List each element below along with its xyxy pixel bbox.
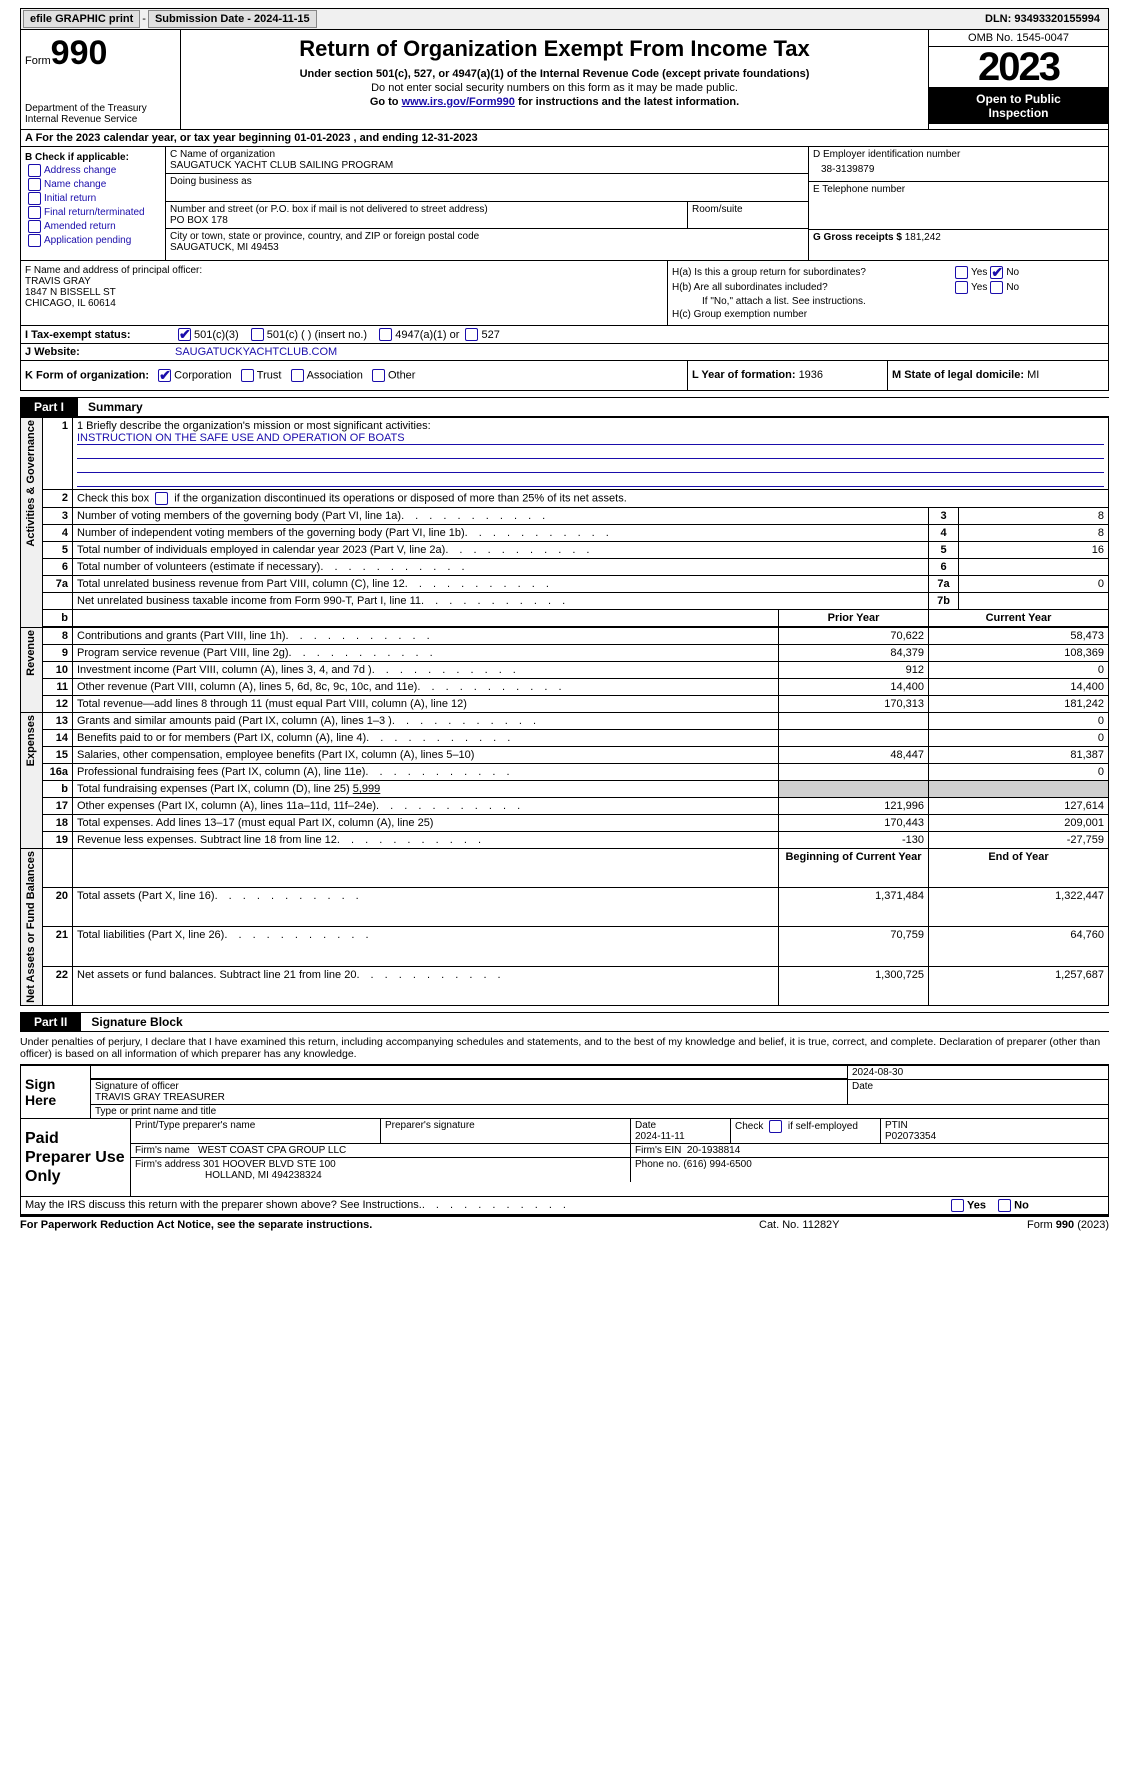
hb-label: H(b) Are all subordinates included? bbox=[672, 282, 952, 293]
sig-date: 2024-08-30 bbox=[848, 1066, 1108, 1079]
cb-hb-yes[interactable] bbox=[955, 281, 968, 294]
irs-link[interactable]: www.irs.gov/Form990 bbox=[402, 96, 515, 108]
cb-hb-no[interactable] bbox=[990, 281, 1003, 294]
prep-check-label: Check if self-employed bbox=[731, 1119, 881, 1143]
dln-label: DLN: 93493320155994 bbox=[985, 13, 1108, 25]
org-name-label: C Name of organization bbox=[170, 149, 804, 160]
cb-application-pending[interactable] bbox=[28, 234, 41, 247]
gross-receipts-label: G Gross receipts $ bbox=[813, 232, 902, 243]
cb-501c[interactable] bbox=[251, 328, 264, 341]
sign-here-block: Sign Here 2024-08-30 Signature of office… bbox=[20, 1064, 1109, 1119]
ein-label: D Employer identification number bbox=[813, 149, 1104, 160]
tax-year: 2023 bbox=[929, 47, 1108, 87]
row-klm: K Form of organization: Corporation Trus… bbox=[20, 361, 1109, 391]
officer-addr1: 1847 N BISSELL ST bbox=[25, 287, 663, 298]
form-subtitle: Under section 501(c), 527, or 4947(a)(1)… bbox=[187, 68, 922, 80]
officer-name: TRAVIS GRAY bbox=[25, 276, 663, 287]
submission-date-button[interactable]: Submission Date - 2024-11-15 bbox=[148, 10, 317, 28]
cb-association[interactable] bbox=[291, 369, 304, 382]
cb-final-return[interactable] bbox=[28, 206, 41, 219]
sign-here-label: Sign Here bbox=[21, 1066, 91, 1118]
col-b-header: B Check if applicable: bbox=[25, 152, 161, 163]
row-j: J Website: SAUGATUCKYACHTCLUB.COM bbox=[20, 344, 1109, 361]
org-name: SAUGATUCK YACHT CLUB SAILING PROGRAM bbox=[170, 160, 804, 171]
cb-ha-no[interactable] bbox=[990, 266, 1003, 279]
footer: For Paperwork Reduction Act Notice, see … bbox=[20, 1215, 1109, 1231]
part2-header: Part II Signature Block bbox=[20, 1012, 1109, 1032]
row-a-tax-year: A For the 2023 calendar year, or tax yea… bbox=[20, 130, 1109, 147]
cat-no: Cat. No. 11282Y bbox=[759, 1219, 959, 1231]
cb-trust[interactable] bbox=[241, 369, 254, 382]
ha-label: H(a) Is this a group return for subordin… bbox=[672, 267, 952, 278]
cb-address-change[interactable] bbox=[28, 164, 41, 177]
paperwork-notice: For Paperwork Reduction Act Notice, see … bbox=[20, 1219, 759, 1231]
ssn-note: Do not enter social security numbers on … bbox=[187, 82, 922, 94]
cb-527[interactable] bbox=[465, 328, 478, 341]
city-value: SAUGATUCK, MI 49453 bbox=[170, 242, 804, 253]
cb-ha-yes[interactable] bbox=[955, 266, 968, 279]
sig-date-label: Date bbox=[848, 1080, 1108, 1104]
part1-header: Part I Summary bbox=[20, 397, 1109, 417]
addr-value: PO BOX 178 bbox=[170, 215, 683, 226]
cb-self-employed[interactable] bbox=[769, 1120, 782, 1133]
cb-corporation[interactable] bbox=[158, 369, 171, 382]
gross-receipts-value: 181,242 bbox=[905, 232, 941, 243]
cb-501c3[interactable] bbox=[178, 328, 191, 341]
paid-preparer-label: Paid Preparer Use Only bbox=[21, 1119, 131, 1197]
top-toolbar: efile GRAPHIC print - Submission Date - … bbox=[20, 8, 1109, 30]
open-to-public: Open to PublicInspection bbox=[929, 87, 1108, 124]
vtab-expenses: Expenses bbox=[25, 715, 37, 766]
cb-line2[interactable] bbox=[155, 492, 168, 505]
form-number: Form990 bbox=[25, 34, 176, 73]
vtab-revenue: Revenue bbox=[25, 630, 37, 676]
prep-sig-label: Preparer's signature bbox=[381, 1119, 631, 1143]
city-label: City or town, state or province, country… bbox=[170, 231, 804, 242]
vtab-governance: Activities & Governance bbox=[25, 420, 37, 547]
row-i: I Tax-exempt status: 501(c)(3) 501(c) ( … bbox=[20, 326, 1109, 344]
cb-discuss-yes[interactable] bbox=[951, 1199, 964, 1212]
discuss-row: May the IRS discuss this return with the… bbox=[20, 1197, 1109, 1215]
mission-text: INSTRUCTION ON THE SAFE USE AND OPERATIO… bbox=[77, 432, 1104, 445]
identity-section: B Check if applicable: Address change Na… bbox=[20, 147, 1109, 261]
instructions-link-row: Go to www.irs.gov/Form990 for instructio… bbox=[187, 96, 922, 108]
cb-other[interactable] bbox=[372, 369, 385, 382]
cb-initial-return[interactable] bbox=[28, 192, 41, 205]
ein-value: 38-3139879 bbox=[813, 160, 1104, 179]
sig-officer-name: TRAVIS GRAY TREASURER bbox=[95, 1092, 225, 1103]
cb-amended-return[interactable] bbox=[28, 220, 41, 233]
form-ref: Form 990 (2023) bbox=[959, 1219, 1109, 1231]
summary-table: Activities & Governance 1 1 Briefly desc… bbox=[20, 417, 1109, 1006]
cb-discuss-no[interactable] bbox=[998, 1199, 1011, 1212]
form-title: Return of Organization Exempt From Incom… bbox=[187, 36, 922, 62]
prep-print-label: Print/Type preparer's name bbox=[131, 1119, 381, 1143]
officer-addr2: CHICAGO, IL 60614 bbox=[25, 298, 663, 309]
addr-label: Number and street (or P.O. box if mail i… bbox=[170, 204, 683, 215]
room-suite-label: Room/suite bbox=[688, 202, 808, 228]
line2-text: Check this box if the organization disco… bbox=[73, 490, 1109, 508]
col-c-org-info: C Name of organization SAUGATUCK YACHT C… bbox=[166, 147, 808, 260]
cb-name-change[interactable] bbox=[28, 178, 41, 191]
officer-label: F Name and address of principal officer: bbox=[25, 265, 663, 276]
cb-4947[interactable] bbox=[379, 328, 392, 341]
efile-print-button[interactable]: efile GRAPHIC print bbox=[23, 10, 140, 28]
irs-label: Internal Revenue Service bbox=[25, 114, 176, 125]
sig-officer-label: Signature of officer bbox=[95, 1081, 179, 1092]
form-header: Form990 Department of the Treasury Inter… bbox=[20, 30, 1109, 130]
divider: - bbox=[142, 13, 146, 25]
mission-label: 1 Briefly describe the organization's mi… bbox=[77, 420, 431, 432]
col-deg: D Employer identification number 38-3139… bbox=[808, 147, 1108, 260]
telephone-label: E Telephone number bbox=[813, 184, 1104, 195]
type-print-label: Type or print name and title bbox=[91, 1105, 1108, 1118]
signature-intro: Under penalties of perjury, I declare th… bbox=[20, 1032, 1109, 1064]
fh-section: F Name and address of principal officer:… bbox=[20, 261, 1109, 326]
website-link[interactable]: SAUGATUCKYACHTCLUB.COM bbox=[175, 346, 337, 358]
dept-treasury: Department of the Treasury bbox=[25, 103, 176, 114]
paid-preparer-block: Paid Preparer Use Only Print/Type prepar… bbox=[20, 1119, 1109, 1198]
hc-label: H(c) Group exemption number bbox=[672, 308, 1104, 321]
col-b-checkboxes: B Check if applicable: Address change Na… bbox=[21, 147, 166, 260]
vtab-netassets: Net Assets or Fund Balances bbox=[25, 851, 37, 1003]
hb-note: If "No," attach a list. See instructions… bbox=[672, 295, 1104, 308]
dba-label: Doing business as bbox=[170, 176, 804, 187]
